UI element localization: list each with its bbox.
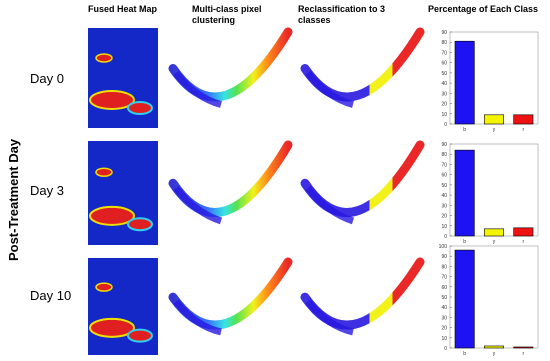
cluster-cloud	[305, 299, 354, 336]
y-tick-label: 0	[444, 234, 447, 240]
heat-spot	[127, 101, 153, 115]
heat-map	[88, 141, 158, 245]
cluster-cloud	[305, 185, 355, 225]
heat-spot	[89, 205, 135, 226]
x-tick-label: b	[463, 239, 466, 245]
x-tick-label: y	[493, 239, 496, 245]
y-tick-label: 20	[441, 326, 447, 332]
cluster-cloud	[173, 299, 222, 336]
column-title: Multi-class pixel clustering	[192, 4, 262, 25]
plot-frame	[449, 245, 539, 349]
y-tick-label: 50	[441, 295, 447, 301]
y-tick-label: 80	[441, 40, 447, 46]
y-tick-label: 90	[441, 254, 447, 260]
heat-map	[88, 28, 158, 128]
heat-spot	[95, 282, 113, 292]
y-tick-label: 80	[441, 264, 447, 270]
column-title: Reclassification to 3 classes	[298, 4, 386, 25]
y-tick-label: 30	[441, 203, 447, 209]
bar	[484, 228, 504, 237]
x-tick-label: y	[493, 351, 496, 357]
y-tick-label: 40	[441, 193, 447, 199]
y-tick-label: 80	[441, 152, 447, 158]
y-tick-label: 20	[441, 214, 447, 220]
x-tick-label: r	[522, 127, 524, 133]
side-label: Post-Treatment Day	[6, 138, 21, 261]
y-tick-label: 20	[441, 102, 447, 108]
cluster-cloud	[173, 185, 223, 225]
cluster-cloud	[300, 140, 425, 217]
y-tick-label: 90	[441, 142, 447, 148]
plot-frame	[449, 31, 539, 125]
x-tick-label: r	[522, 351, 524, 357]
heat-map	[88, 258, 158, 355]
y-tick-label: 100	[439, 244, 448, 250]
y-tick-label: 0	[444, 122, 447, 128]
y-tick-label: 10	[441, 336, 447, 342]
y-tick-label: 50	[441, 71, 447, 77]
y-tick-label: 10	[441, 224, 447, 230]
cluster-cloud	[168, 140, 293, 217]
y-tick-label: 10	[441, 112, 447, 118]
bar	[513, 114, 534, 125]
heat-spot	[89, 90, 135, 110]
column-title: Percentage of Each Class	[428, 4, 539, 14]
x-tick-label: y	[493, 127, 496, 133]
cluster-cloud	[168, 27, 293, 102]
y-tick-label: 0	[444, 346, 447, 352]
heat-spot	[95, 53, 113, 63]
bar	[484, 114, 504, 125]
heat-spot	[127, 217, 153, 232]
bar	[454, 249, 475, 349]
bar	[454, 149, 475, 237]
cluster-cloud	[305, 70, 354, 108]
cluster-cloud	[168, 257, 293, 330]
bar	[484, 345, 504, 349]
x-tick-label: r	[522, 239, 524, 245]
row-label: Day 3	[30, 183, 64, 198]
y-tick-label: 50	[441, 183, 447, 189]
cluster-cloud	[300, 27, 425, 102]
bar	[513, 346, 534, 349]
y-tick-label: 60	[441, 61, 447, 67]
column-title: Fused Heat Map	[88, 4, 158, 14]
heat-spot	[89, 317, 135, 338]
y-tick-label: 30	[441, 91, 447, 97]
x-tick-label: b	[463, 127, 466, 133]
cluster-cloud	[173, 70, 222, 108]
y-tick-label: 70	[441, 50, 447, 56]
y-tick-label: 40	[441, 305, 447, 311]
y-tick-label: 60	[441, 173, 447, 179]
heat-spot	[95, 167, 113, 177]
y-tick-label: 30	[441, 315, 447, 321]
row-label: Day 0	[30, 71, 64, 86]
y-tick-label: 90	[441, 30, 447, 36]
x-tick-label: b	[463, 351, 466, 357]
cluster-cloud	[300, 257, 425, 330]
bar	[454, 40, 475, 125]
y-tick-label: 70	[441, 275, 447, 281]
heat-spot	[127, 328, 153, 343]
plot-frame	[449, 143, 539, 237]
y-tick-label: 40	[441, 81, 447, 87]
bar	[513, 227, 534, 237]
row-label: Day 10	[30, 288, 72, 303]
y-tick-label: 60	[441, 285, 447, 291]
y-tick-label: 70	[441, 162, 447, 168]
